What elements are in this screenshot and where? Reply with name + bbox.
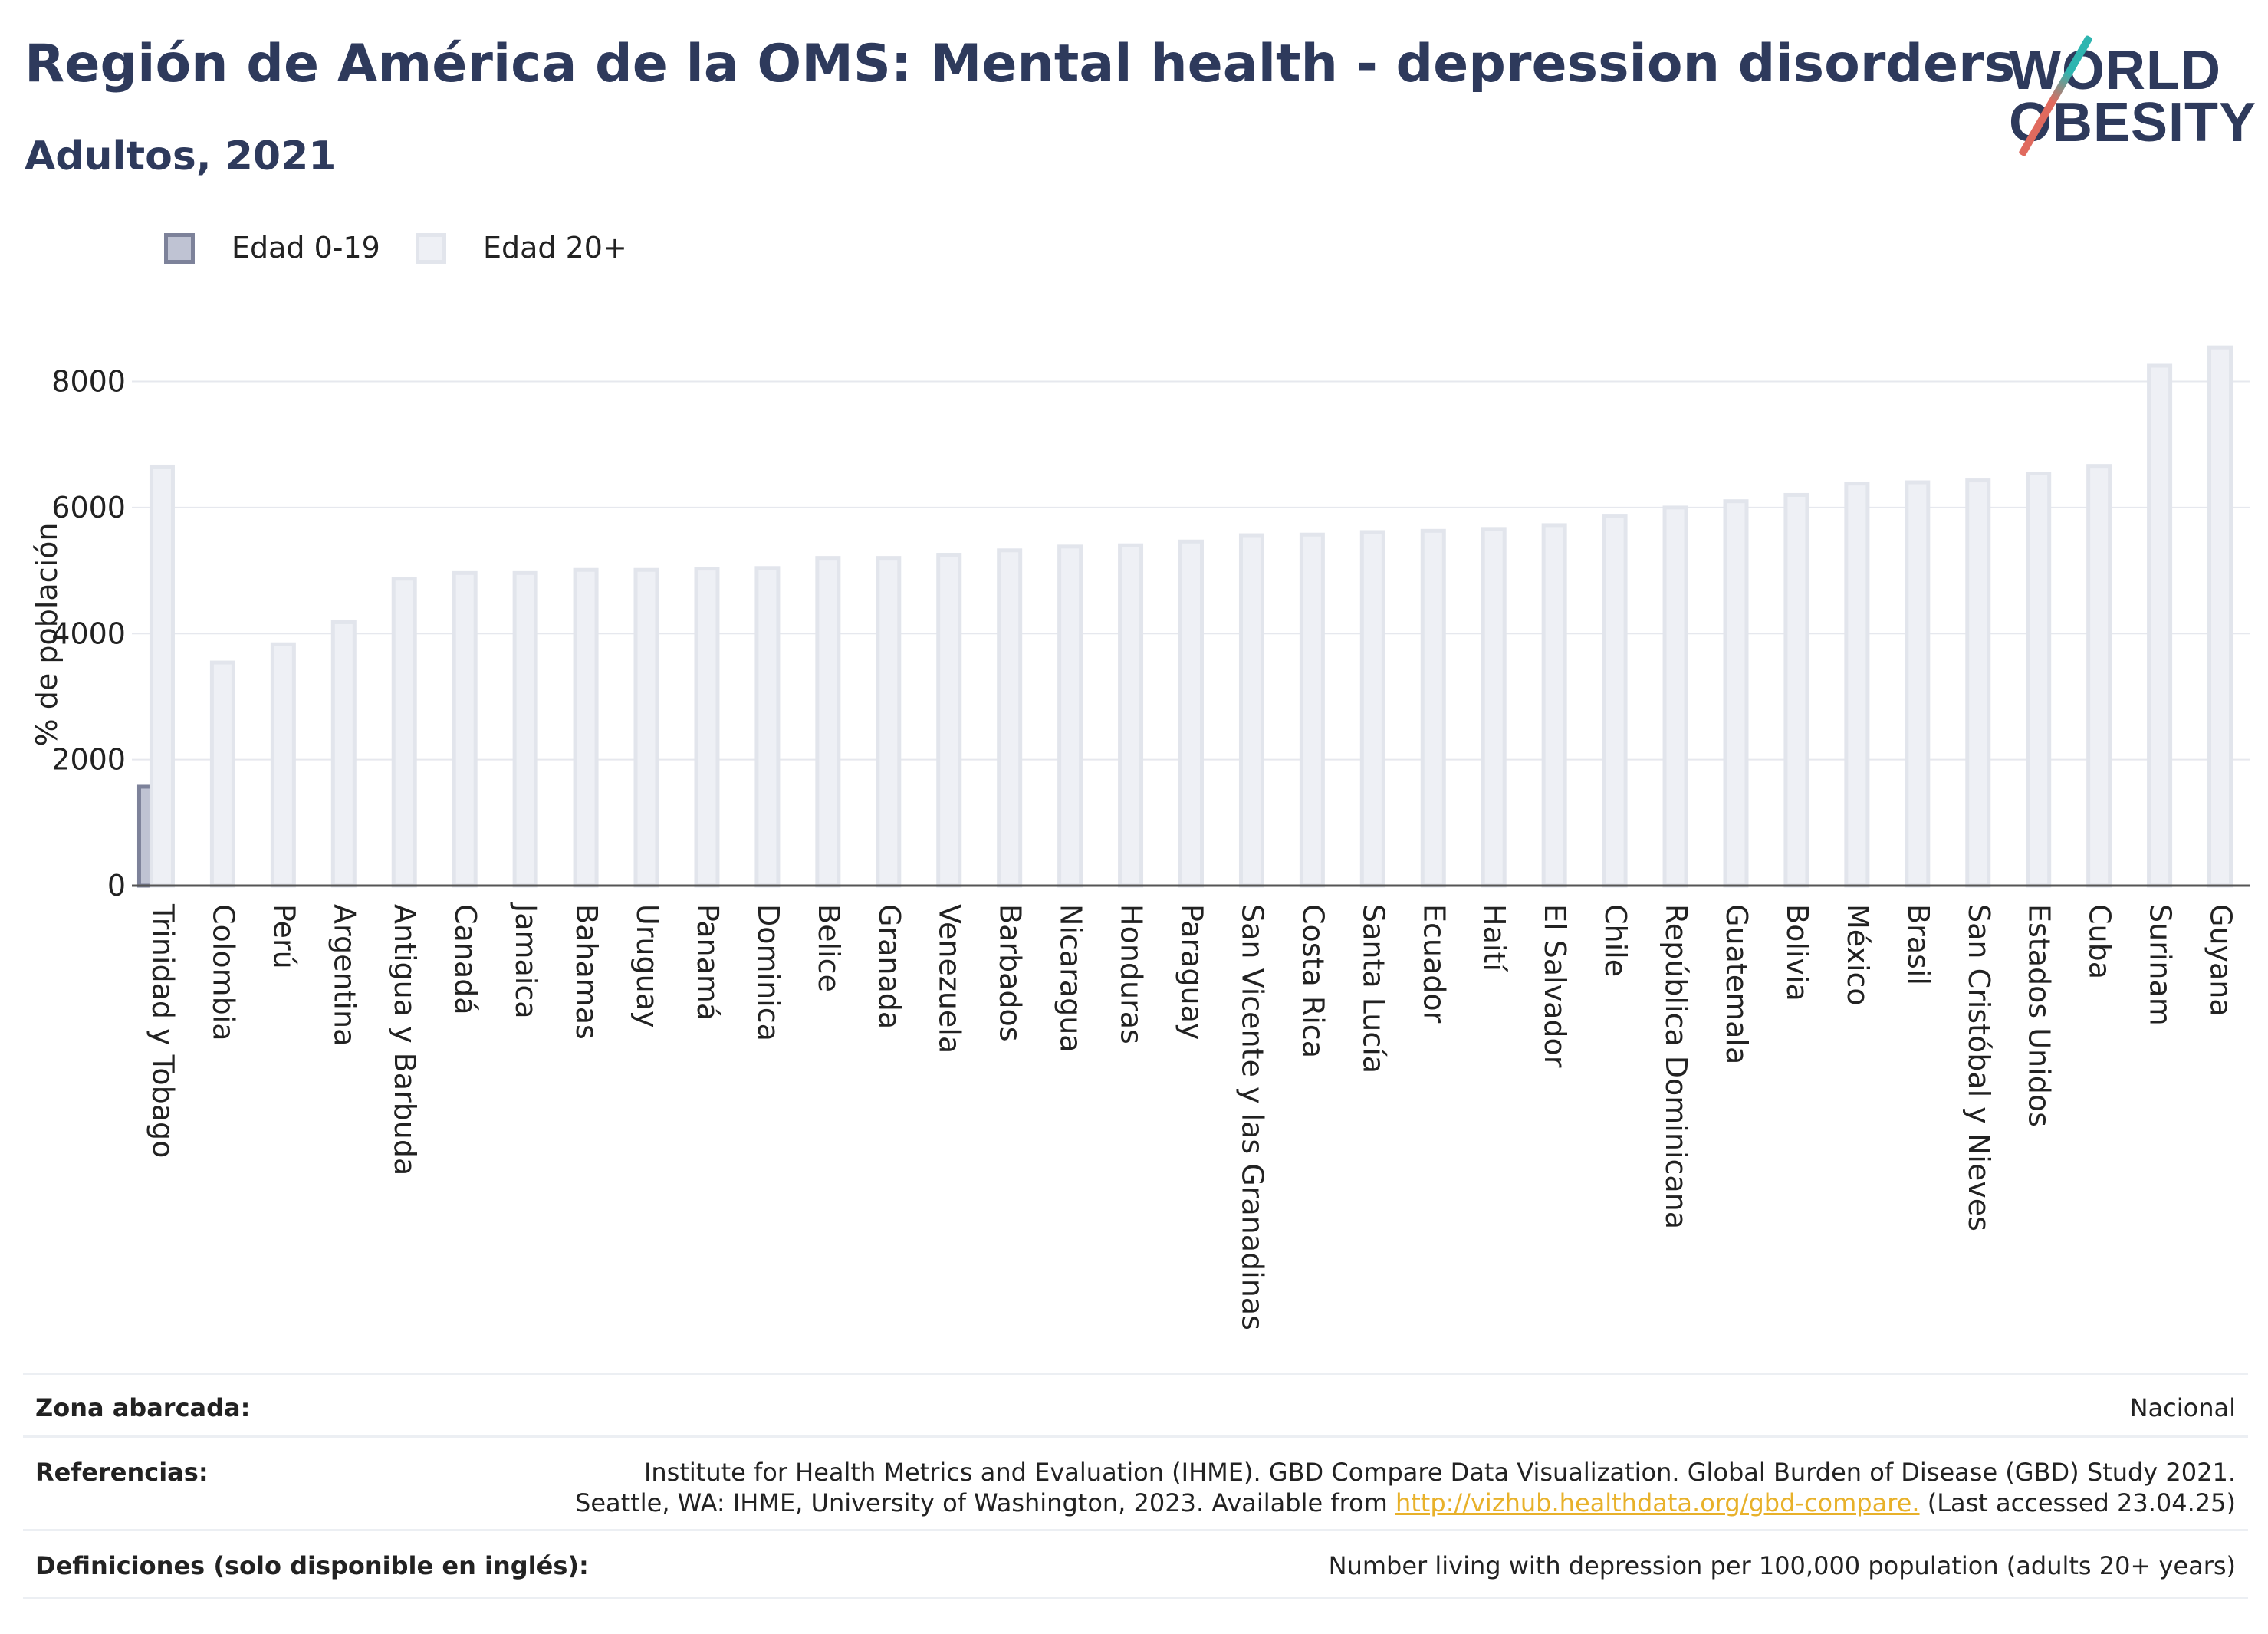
x-tick-label: El Salvador: [1538, 904, 1572, 1068]
bar-20plus: [391, 577, 417, 888]
bar-20plus: [1662, 505, 1688, 888]
bar-20plus: [1602, 514, 1628, 888]
x-tick-label: Cuba: [2083, 904, 2117, 979]
footer-row-definiciones: Definiciones (solo disponible en inglés)…: [23, 1529, 2248, 1599]
legend-label-20plus: Edad 20+: [483, 231, 627, 265]
x-tick-label: Trinidad y Tobago: [146, 903, 179, 1158]
legend-label-0-19: Edad 0-19: [232, 231, 380, 265]
bar-20plus: [1118, 543, 1144, 888]
y-tick-label: 2000: [51, 743, 126, 777]
x-tick-label: México: [1841, 904, 1875, 1006]
footer-label-definiciones: Definiciones (solo disponible en inglés)…: [35, 1551, 589, 1580]
x-tick-label: Panamá: [691, 904, 725, 1021]
footer-value-referencias-line2: Seattle, WA: IHME, University of Washing…: [575, 1488, 2236, 1517]
bar-20plus: [1541, 523, 1567, 888]
x-tick-label: Brasil: [1902, 904, 1935, 985]
bar-20plus: [997, 548, 1023, 888]
legend-swatch-0-19: [164, 233, 195, 264]
bar-20plus: [1359, 530, 1385, 888]
x-tick-label: Jamaica: [509, 902, 543, 1019]
footer-label-referencias: Referencias:: [35, 1458, 209, 1487]
x-tick-label: Dominica: [751, 904, 785, 1041]
x-tick-label: República Dominicana: [1659, 904, 1693, 1229]
bar-20plus: [209, 660, 235, 888]
bar-chart: 0 2000 4000 6000 8000 % de población Trinidad …: [30, 345, 2250, 1330]
footer-value-zona: Nacional: [2129, 1393, 2236, 1422]
bar-20plus: [1905, 480, 1931, 888]
x-tick-label: Estados Unidos: [2023, 904, 2056, 1127]
x-tick-label: Costa Rica: [1296, 904, 1330, 1058]
bar-20plus: [1420, 528, 1446, 888]
y-tick-label: 8000: [51, 365, 126, 399]
bar-20plus: [1178, 539, 1204, 888]
bar-20plus: [2207, 345, 2233, 888]
x-tick-label: Surinam: [2144, 904, 2178, 1026]
bar-20plus: [1299, 532, 1325, 888]
x-tick-label: Ecuador: [1417, 904, 1451, 1024]
x-tick-label: Chile: [1599, 904, 1632, 977]
bar-20plus: [452, 570, 478, 888]
x-tick-label: Belice: [812, 904, 846, 992]
x-tick-label: Granada: [873, 904, 906, 1029]
x-tick-label: San Vicente y las Granadinas: [1235, 904, 1269, 1330]
bar-20plus: [149, 464, 175, 888]
x-tick-label: Guyana: [2204, 904, 2238, 1017]
bar-20plus: [1783, 492, 1809, 888]
y-axis-label: % de población: [30, 523, 64, 747]
bar-20plus: [2086, 464, 2112, 888]
x-tick-label: Bahamas: [570, 904, 603, 1040]
bar-20plus: [754, 566, 781, 888]
bar-20plus: [330, 620, 357, 888]
bar-20plus: [2026, 472, 2052, 888]
y-tick-label: 6000: [51, 491, 126, 524]
chart-subtitle: Adultos, 2021: [25, 133, 337, 179]
world-obesity-logo: WORLD OBESITY: [1986, 23, 2256, 161]
x-tick-label: Perú: [267, 904, 301, 969]
bar-20plus: [2147, 363, 2173, 888]
x-tick-label: Guatemala: [1720, 904, 1754, 1064]
x-tick-label: Colombia: [206, 904, 240, 1041]
bar-20plus: [876, 556, 902, 888]
chart-title: Región de América de la OMS: Mental heal…: [25, 34, 2016, 94]
bar-20plus: [1723, 499, 1749, 888]
x-tick-label: Venezuela: [933, 904, 967, 1054]
bar-20plus: [1057, 544, 1083, 888]
bar-20plus: [936, 553, 962, 888]
bar-20plus: [633, 567, 659, 888]
x-tick-label: Barbados: [994, 904, 1027, 1042]
footer-row-referencias: Referencias: Institute for Health Metric…: [23, 1435, 2248, 1531]
bar-20plus: [815, 556, 841, 888]
x-tick-label: Nicaragua: [1054, 904, 1088, 1053]
x-tick-label: Santa Lucía: [1356, 904, 1390, 1073]
x-tick-label: Honduras: [1115, 904, 1149, 1044]
x-tick-label: Argentina: [327, 904, 361, 1046]
x-tick-label: Uruguay: [630, 904, 664, 1028]
bar-20plus: [270, 642, 296, 888]
y-tick-label: 0: [107, 869, 126, 902]
x-tick-label: Antigua y Barbuda: [388, 904, 422, 1175]
bar-20plus: [1238, 533, 1264, 888]
x-tick-label: Bolivia: [1780, 904, 1814, 1001]
bar-20plus: [1965, 478, 1991, 888]
bar-20plus: [1844, 482, 1870, 888]
x-tick-label: Paraguay: [1175, 904, 1209, 1040]
footer-value-definiciones: Number living with depression per 100,00…: [1328, 1551, 2236, 1580]
y-tick-label: 4000: [51, 616, 126, 650]
bar-20plus: [1481, 527, 1507, 888]
reference-link[interactable]: http://vizhub.healthdata.org/gbd-compare…: [1395, 1488, 1920, 1517]
footer-value-referencias-line1: Institute for Health Metrics and Evaluat…: [643, 1458, 2236, 1487]
footer-label-zona: Zona abarcada:: [35, 1393, 251, 1422]
x-tick-label: Canadá: [449, 904, 482, 1015]
bar-20plus: [573, 567, 599, 888]
bar-20plus: [694, 567, 720, 888]
x-tick-label: San Cristóbal y Nieves: [1962, 904, 1996, 1231]
footer-row-zona: Zona abarcada: Nacional: [23, 1373, 2248, 1438]
x-tick-label: Haití: [1477, 904, 1511, 972]
bar-20plus: [512, 570, 538, 888]
legend-swatch-20plus: [416, 233, 446, 264]
